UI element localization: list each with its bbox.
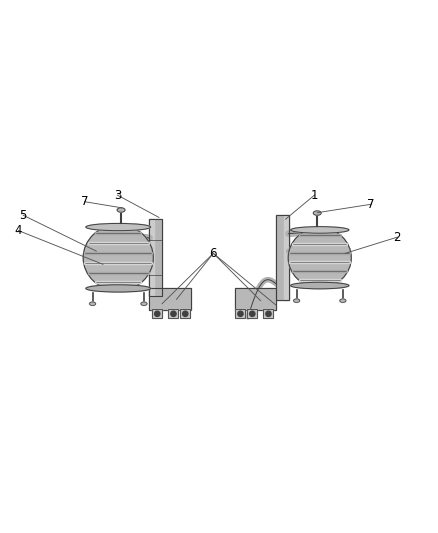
Bar: [149, 287, 191, 310]
Circle shape: [250, 311, 255, 317]
Ellipse shape: [141, 302, 147, 305]
Text: 4: 4: [14, 224, 22, 237]
Ellipse shape: [83, 225, 153, 290]
Bar: [149, 220, 162, 296]
Bar: [235, 310, 245, 318]
Ellipse shape: [293, 299, 300, 302]
Ellipse shape: [89, 302, 95, 305]
Text: 3: 3: [114, 189, 121, 201]
Text: 7: 7: [367, 198, 375, 211]
Circle shape: [183, 311, 188, 317]
Bar: [276, 215, 289, 301]
Circle shape: [238, 311, 243, 317]
Bar: [263, 310, 273, 318]
Ellipse shape: [313, 211, 321, 215]
Text: 6: 6: [209, 247, 217, 260]
Bar: [235, 310, 245, 318]
Bar: [168, 310, 178, 318]
Ellipse shape: [340, 299, 346, 302]
Ellipse shape: [117, 208, 125, 212]
Text: 5: 5: [20, 209, 27, 222]
Bar: [180, 310, 190, 318]
Ellipse shape: [288, 228, 351, 287]
Ellipse shape: [290, 282, 349, 289]
Bar: [284, 215, 289, 301]
Text: 7: 7: [81, 195, 88, 208]
Ellipse shape: [86, 285, 151, 292]
Circle shape: [171, 311, 176, 317]
Bar: [235, 287, 276, 310]
Bar: [180, 310, 190, 318]
Text: 1: 1: [311, 189, 318, 201]
Bar: [149, 220, 154, 296]
Bar: [263, 310, 273, 318]
Circle shape: [155, 311, 160, 317]
Bar: [247, 310, 257, 318]
Bar: [168, 310, 178, 318]
Ellipse shape: [290, 227, 349, 233]
Ellipse shape: [86, 223, 151, 231]
Bar: [149, 287, 191, 310]
Bar: [149, 220, 162, 296]
Bar: [152, 310, 162, 318]
Bar: [247, 310, 257, 318]
Text: 2: 2: [393, 231, 401, 244]
Bar: [276, 215, 289, 301]
Bar: [152, 310, 162, 318]
Bar: [235, 287, 276, 310]
Circle shape: [266, 311, 271, 317]
